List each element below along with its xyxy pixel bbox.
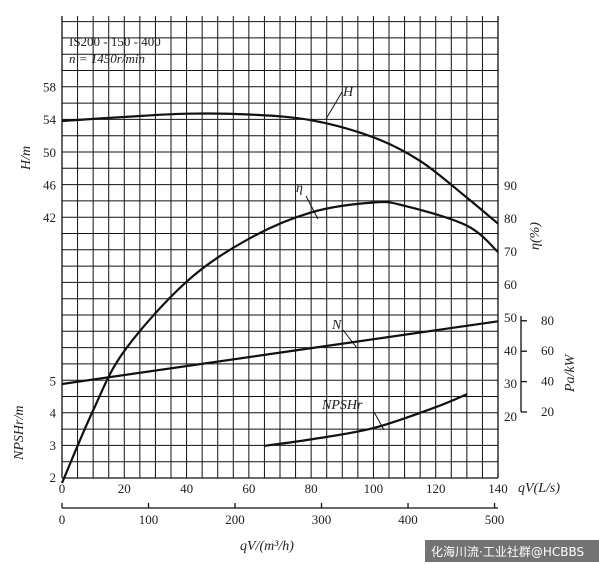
y-axis-label-NPSH: NPSHr/m: [12, 406, 27, 461]
series-curve-NPSHr: [264, 393, 468, 447]
model-annotation: IS200 - 150 - 400: [69, 34, 161, 49]
y-tick-label-eta: 60: [504, 277, 517, 292]
y-tick-label-eta: 70: [504, 244, 517, 259]
watermark-bg: [425, 540, 599, 562]
y-tick-label-H: 54: [43, 112, 57, 127]
y-tick-label-eta: 20: [504, 409, 517, 424]
series-label-eta: η: [296, 181, 303, 196]
series-curve-H: [61, 112, 499, 225]
x-tick-label-ls: 20: [118, 481, 131, 496]
x-tick-label-ls: 120: [426, 481, 446, 496]
series-curve-N: [61, 320, 499, 386]
leader-line-H: [325, 91, 343, 120]
y-tick-label-eta: 50: [504, 310, 517, 325]
y-tick-label-NPSH: 4: [50, 406, 57, 421]
x-axis-label-m3h: qV/(m³/h): [240, 539, 294, 554]
y-axis-label-H: H/m: [19, 146, 34, 171]
y-tick-label-power: 60: [541, 343, 554, 358]
y-tick-label-eta: 90: [504, 178, 517, 193]
leader-line-eta: [305, 195, 319, 220]
leader-line-N: [342, 329, 358, 349]
x-axis-label-ls: qV(L/s): [518, 481, 560, 496]
leader-line-NPSHr: [373, 411, 385, 431]
series-curve-eta: [60, 200, 499, 484]
series-label-H: H: [342, 85, 354, 100]
y-tick-label-H: 50: [43, 145, 56, 160]
x-tick-label-ls: 80: [305, 481, 318, 496]
x-tick-label-m3h: 500: [485, 512, 505, 527]
y-tick-label-NPSH: 3: [50, 438, 57, 453]
speed-annotation: n = 1450r/min: [69, 51, 145, 66]
y-tick-label-NPSH: 2: [50, 470, 57, 485]
y-tick-label-power: 80: [541, 313, 554, 328]
series-label-NPSHr: NPSHr: [321, 398, 363, 413]
x-tick-label-ls: 60: [242, 481, 255, 496]
y-tick-label-H: 42: [43, 210, 56, 225]
y-tick-label-H: 58: [43, 80, 56, 95]
x-tick-label-ls: 0: [59, 481, 66, 496]
y-tick-label-power: 20: [541, 404, 554, 419]
y-tick-label-power: 40: [541, 374, 554, 389]
x-tick-label-ls: 40: [180, 481, 193, 496]
x-tick-label-ls: 140: [488, 481, 508, 496]
y-tick-label-eta: 40: [504, 343, 517, 358]
x-tick-label-m3h: 400: [398, 512, 418, 527]
x-tick-label-ls: 100: [364, 481, 384, 496]
chart-axes: [61, 16, 522, 509]
chart-curves: [60, 91, 499, 484]
x-tick-label-m3h: 300: [312, 512, 332, 527]
y-tick-label-NPSH: 5: [50, 373, 57, 388]
y-tick-label-eta: 30: [504, 376, 517, 391]
y-tick-label-eta: 80: [504, 211, 517, 226]
watermark: 化海川流·工业社群@HCBBS: [431, 544, 584, 559]
y-axis-label-eta: η(%): [528, 222, 543, 250]
y-tick-label-H: 46: [43, 177, 57, 192]
x-tick-label-m3h: 100: [139, 512, 159, 527]
x-tick-label-m3h: 200: [225, 512, 245, 527]
x-tick-label-m3h: 0: [59, 512, 66, 527]
series-label-N: N: [331, 318, 342, 333]
y-axis-label-power: Pa/kW: [563, 353, 578, 393]
